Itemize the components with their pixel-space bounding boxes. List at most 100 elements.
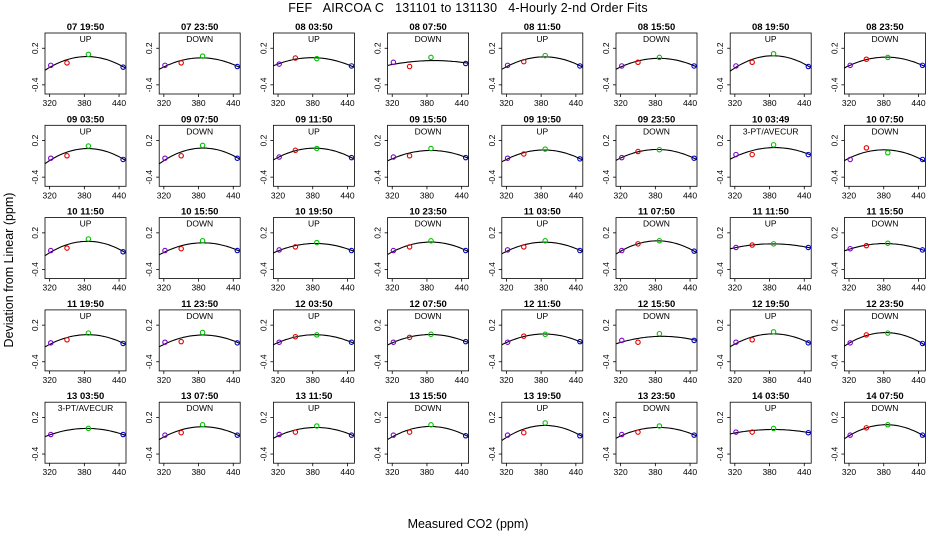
data-point xyxy=(292,244,299,250)
x-tick-label: 440 xyxy=(683,98,697,108)
data-point xyxy=(521,244,527,250)
x-tick-label: 440 xyxy=(911,467,925,477)
x-tick-label: 380 xyxy=(534,98,548,108)
panel-frame xyxy=(44,309,127,372)
panel-title: 12 19:50 xyxy=(752,299,790,310)
data-point xyxy=(64,245,70,251)
fit-curve xyxy=(44,148,127,165)
y-tick-label: -0.4 xyxy=(258,77,268,92)
x-tick-label: 320 xyxy=(728,375,742,385)
x-tick-label: 440 xyxy=(226,375,240,385)
data-point xyxy=(577,247,583,254)
y-tick-label: 0.2 xyxy=(487,42,497,54)
panel-title: 13 03:50 xyxy=(67,391,105,402)
data-point xyxy=(292,55,299,61)
y-tick-label: 0.2 xyxy=(144,42,154,54)
data-point xyxy=(521,58,527,65)
x-tick-label: 320 xyxy=(499,283,513,293)
y-tick-label: -0.4 xyxy=(601,262,611,277)
data-point xyxy=(120,156,126,163)
data-point xyxy=(48,247,54,254)
data-point xyxy=(847,340,853,346)
panel-label: UP xyxy=(308,403,320,413)
panel-title: 10 11:50 xyxy=(67,207,104,218)
x-tick-label: 380 xyxy=(877,283,891,293)
panel-label: UP xyxy=(536,126,548,136)
y-tick-label: -0.4 xyxy=(487,354,497,369)
y-tick-label: -0.4 xyxy=(258,446,268,461)
x-tick-label: 380 xyxy=(762,283,776,293)
data-point xyxy=(292,429,299,435)
x-tick-label: 440 xyxy=(911,283,925,293)
data-point xyxy=(234,63,241,70)
panel-title: 10 19:50 xyxy=(295,207,333,218)
y-tick-label: -0.4 xyxy=(715,354,725,369)
y-tick-label: -0.4 xyxy=(373,262,383,277)
data-point xyxy=(919,62,926,69)
panel-title: 14 07:50 xyxy=(866,391,904,402)
data-point xyxy=(48,431,54,438)
data-point xyxy=(314,55,320,62)
y-tick-label: 0.2 xyxy=(601,42,611,54)
x-tick-label: 380 xyxy=(534,283,548,293)
data-point xyxy=(749,59,755,66)
x-tick-label: 440 xyxy=(797,98,811,108)
x-tick-label: 440 xyxy=(112,283,126,293)
y-tick-label: -0.4 xyxy=(144,262,154,277)
data-point xyxy=(462,432,469,439)
data-point xyxy=(390,432,397,438)
y-tick-label: -0.4 xyxy=(487,446,497,461)
data-point xyxy=(390,154,397,160)
y-tick-label: -0.4 xyxy=(30,170,40,185)
data-point xyxy=(805,340,812,346)
data-point xyxy=(64,153,70,159)
y-tick-label: -0.4 xyxy=(30,262,40,277)
y-tick-label: 0.2 xyxy=(30,42,40,54)
data-point xyxy=(199,238,206,244)
data-point xyxy=(691,63,697,69)
x-tick-label: 440 xyxy=(340,190,354,200)
data-point xyxy=(885,150,891,156)
panel-title: 10 03:49 xyxy=(752,114,790,125)
y-tick-label: 0.2 xyxy=(829,411,839,423)
x-tick-label: 380 xyxy=(77,283,91,293)
fit-curve xyxy=(158,334,241,348)
data-point xyxy=(885,240,891,246)
data-point xyxy=(292,333,299,340)
data-point xyxy=(199,422,206,428)
panel-label: 3-PT/AVECUR xyxy=(58,403,114,413)
x-tick-label: 440 xyxy=(226,190,240,200)
x-tick-label: 320 xyxy=(728,98,742,108)
data-point xyxy=(691,432,697,438)
data-point xyxy=(162,432,168,438)
data-point xyxy=(733,244,739,251)
x-tick-label: 320 xyxy=(385,467,399,477)
y-tick-label: -0.4 xyxy=(829,354,839,369)
panel-frame xyxy=(272,124,355,187)
panel-frame xyxy=(44,217,127,280)
panel-label: DOWN xyxy=(871,311,898,321)
x-tick-label: 380 xyxy=(191,467,205,477)
data-point xyxy=(162,62,168,69)
x-tick-label: 380 xyxy=(648,190,662,200)
x-tick-label: 320 xyxy=(271,467,285,477)
data-point xyxy=(635,241,641,247)
fit-curve xyxy=(158,57,241,70)
y-tick-label: 0.2 xyxy=(144,227,154,239)
data-point xyxy=(178,153,184,159)
x-tick-label: 440 xyxy=(340,467,354,477)
fit-curve xyxy=(615,335,698,345)
x-tick-label: 380 xyxy=(77,467,91,477)
data-point xyxy=(314,332,320,338)
x-tick-label: 440 xyxy=(112,375,126,385)
y-tick-label: -0.4 xyxy=(144,354,154,369)
x-tick-label: 320 xyxy=(614,98,628,108)
fit-curve xyxy=(387,333,469,346)
y-tick-label: -0.4 xyxy=(258,262,268,277)
